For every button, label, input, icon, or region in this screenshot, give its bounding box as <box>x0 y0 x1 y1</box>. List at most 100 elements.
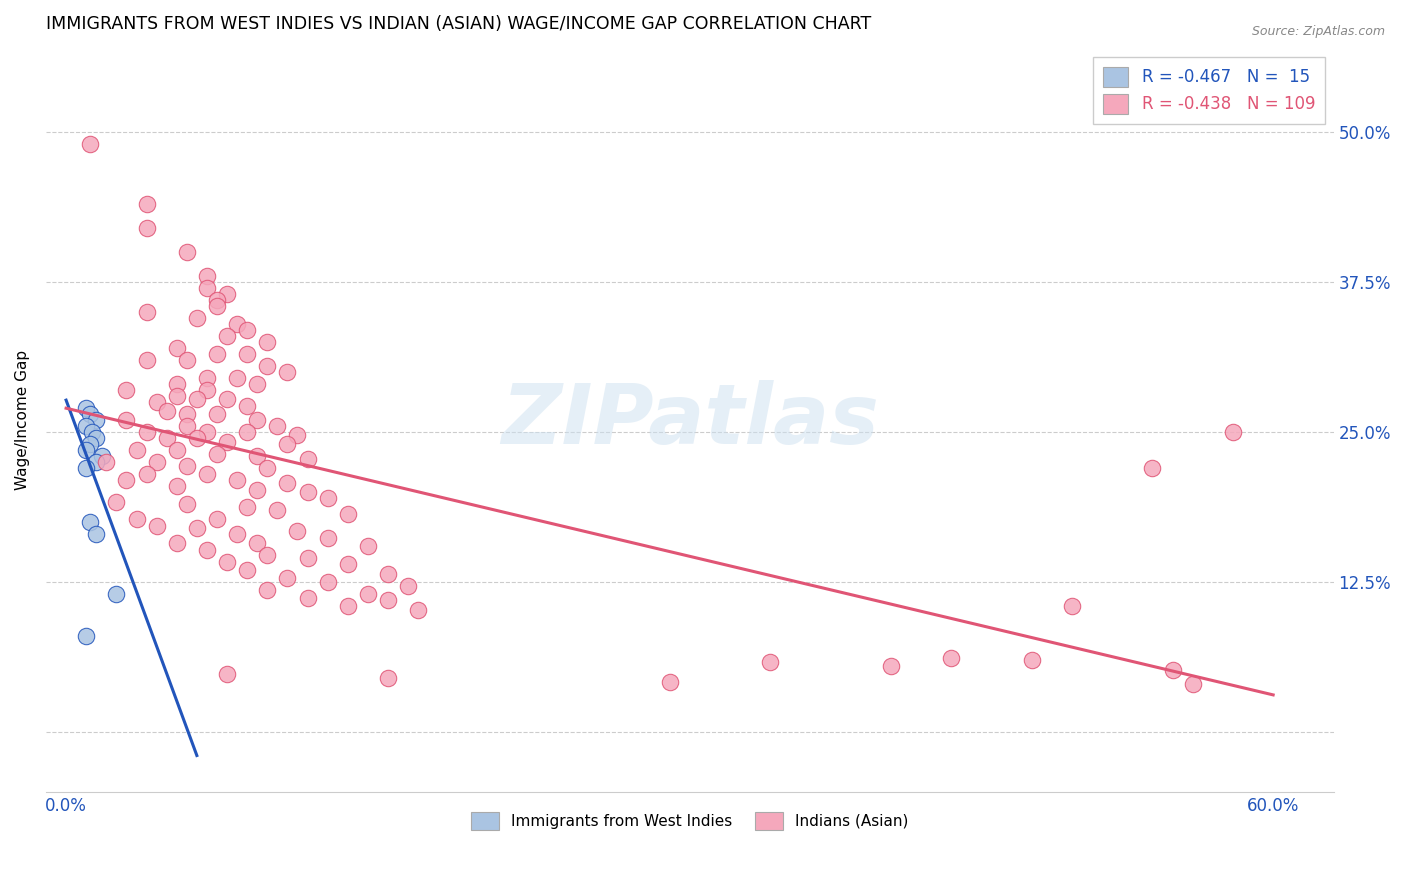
Point <box>82 425 104 440</box>
Point <box>205 293 228 308</box>
Point <box>205 511 228 525</box>
Point <box>176 407 198 421</box>
Point <box>246 377 269 392</box>
Point <box>246 483 269 497</box>
Point <box>176 497 198 511</box>
Point <box>125 443 148 458</box>
Point <box>287 427 309 442</box>
Point <box>336 599 359 613</box>
Point <box>115 473 138 487</box>
Point <box>166 535 188 549</box>
Point <box>195 467 218 482</box>
Point <box>75 443 97 458</box>
Point <box>79 515 101 529</box>
Point <box>195 281 218 295</box>
Point <box>156 403 179 417</box>
Point <box>186 311 208 326</box>
Point <box>166 377 188 392</box>
Point <box>195 383 218 397</box>
Point <box>1181 677 1204 691</box>
Point <box>256 335 278 350</box>
Point <box>115 413 138 427</box>
Point <box>75 461 97 475</box>
Point <box>406 602 429 616</box>
Point <box>266 419 288 434</box>
Point <box>336 557 359 571</box>
Point <box>75 401 97 416</box>
Point <box>246 413 269 427</box>
Point <box>145 455 167 469</box>
Point <box>135 467 157 482</box>
Point <box>135 221 157 235</box>
Text: Source: ZipAtlas.com: Source: ZipAtlas.com <box>1251 25 1385 38</box>
Point <box>297 485 319 500</box>
Point <box>377 566 399 581</box>
Point <box>1060 599 1083 613</box>
Point <box>135 197 157 211</box>
Point <box>205 299 228 313</box>
Point <box>226 371 249 385</box>
Point <box>176 458 198 473</box>
Point <box>215 667 238 681</box>
Point <box>79 137 101 152</box>
Point <box>316 491 339 505</box>
Point <box>287 524 309 538</box>
Point <box>166 341 188 355</box>
Point <box>125 511 148 525</box>
Point <box>186 521 208 535</box>
Point <box>759 656 782 670</box>
Point <box>297 551 319 566</box>
Point <box>195 542 218 557</box>
Point <box>658 674 681 689</box>
Text: IMMIGRANTS FROM WEST INDIES VS INDIAN (ASIAN) WAGE/INCOME GAP CORRELATION CHART: IMMIGRANTS FROM WEST INDIES VS INDIAN (A… <box>46 15 872 33</box>
Point <box>115 383 138 397</box>
Point <box>75 419 97 434</box>
Point <box>84 527 107 541</box>
Point <box>195 425 218 440</box>
Point <box>205 347 228 361</box>
Point <box>186 392 208 406</box>
Point <box>75 629 97 643</box>
Point <box>215 329 238 343</box>
Point <box>84 431 107 445</box>
Point <box>176 419 198 434</box>
Point <box>195 371 218 385</box>
Point <box>226 473 249 487</box>
Point <box>256 461 278 475</box>
Point <box>1222 425 1244 440</box>
Point <box>145 395 167 409</box>
Point <box>215 287 238 301</box>
Point <box>79 437 101 451</box>
Point <box>246 535 269 549</box>
Point <box>84 413 107 427</box>
Point <box>256 359 278 374</box>
Point <box>205 447 228 461</box>
Point <box>357 587 380 601</box>
Point <box>396 579 419 593</box>
Point <box>316 575 339 590</box>
Point <box>1142 461 1164 475</box>
Point <box>176 353 198 368</box>
Point <box>79 407 101 421</box>
Point <box>276 437 298 451</box>
Legend: Immigrants from West Indies, Indians (Asian): Immigrants from West Indies, Indians (As… <box>465 805 914 837</box>
Point <box>166 443 188 458</box>
Point <box>941 650 963 665</box>
Point <box>377 593 399 607</box>
Point <box>215 555 238 569</box>
Point <box>276 365 298 379</box>
Point <box>176 245 198 260</box>
Point <box>236 347 259 361</box>
Point <box>246 449 269 463</box>
Point <box>156 431 179 445</box>
Point <box>256 583 278 598</box>
Point <box>236 425 259 440</box>
Point <box>105 587 128 601</box>
Point <box>316 531 339 545</box>
Point <box>135 353 157 368</box>
Point <box>357 539 380 553</box>
Point <box>297 591 319 605</box>
Point <box>91 449 114 463</box>
Point <box>105 494 128 508</box>
Point <box>96 455 118 469</box>
